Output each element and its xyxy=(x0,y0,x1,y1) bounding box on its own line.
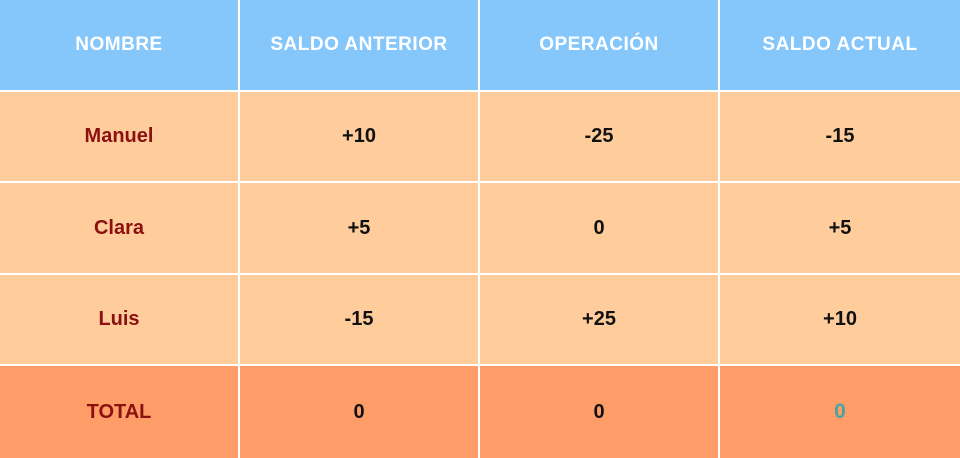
row-operacion: 0 xyxy=(480,183,720,275)
total-label: TOTAL xyxy=(0,366,240,458)
row-saldo-anterior: +5 xyxy=(240,183,480,275)
row-operacion: +25 xyxy=(480,275,720,366)
row-saldo-actual: -15 xyxy=(720,92,960,183)
total-saldo-actual: 0 xyxy=(720,366,960,458)
total-operacion: 0 xyxy=(480,366,720,458)
header-nombre: NOMBRE xyxy=(0,0,240,92)
row-name: Clara xyxy=(0,183,240,275)
header-saldo-actual: SALDO ACTUAL xyxy=(720,0,960,92)
row-saldo-anterior: -15 xyxy=(240,275,480,366)
row-saldo-actual: +10 xyxy=(720,275,960,366)
row-name: Luis xyxy=(0,275,240,366)
header-operacion: OPERACIÓN xyxy=(480,0,720,92)
row-saldo-actual: +5 xyxy=(720,183,960,275)
row-name: Manuel xyxy=(0,92,240,183)
row-saldo-anterior: +10 xyxy=(240,92,480,183)
total-saldo-anterior: 0 xyxy=(240,366,480,458)
row-operacion: -25 xyxy=(480,92,720,183)
header-saldo-anterior: SALDO ANTERIOR xyxy=(240,0,480,92)
